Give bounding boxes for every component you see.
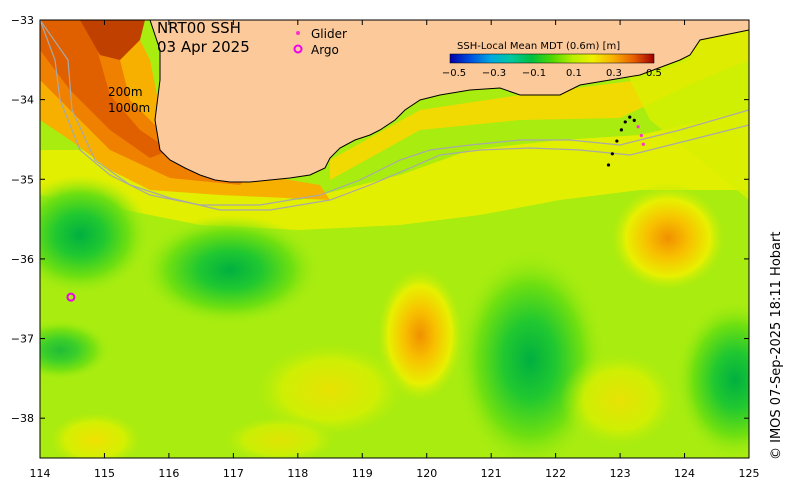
depth-label-200m: 200m: [108, 85, 143, 99]
x-tick-label: 116: [158, 467, 179, 480]
glider-point: [636, 125, 640, 129]
x-tick-label: 120: [416, 467, 437, 480]
glider-point: [610, 152, 614, 156]
colorbar-tick-label: −0.5: [442, 68, 466, 79]
x-axis: 114 115 116 117 118 119 120 121 122 123 124 125: [30, 20, 760, 480]
colorbar: [449, 53, 655, 64]
glider-point: [632, 118, 636, 122]
depth-label-1000m: 1000m: [108, 101, 150, 115]
y-tick-label: −36: [11, 253, 34, 266]
glider-track: [606, 115, 645, 167]
argo-float: [66, 292, 76, 302]
isobath-200m: [40, 20, 749, 206]
y-tick-label: −38: [11, 412, 34, 425]
date-title: 03 Apr 2025: [157, 38, 250, 56]
argo-legend-icon: [293, 44, 303, 54]
y-tick-label: −33: [11, 14, 34, 27]
glider-point: [639, 133, 643, 138]
colorbar-tick-label: 0.3: [606, 68, 622, 79]
credit-text: © IMOS 07-Sep-2025 18:11 Hobart: [769, 232, 784, 460]
x-tick-label: 119: [352, 467, 373, 480]
x-tick-label: 117: [223, 467, 244, 480]
glider-legend-icon: [296, 31, 300, 35]
colorbar-title: SSH-Local Mean MDT (0.6m) [m]: [457, 41, 620, 52]
y-tick-label: −37: [11, 333, 34, 346]
y-tick-label: −34: [11, 94, 34, 107]
x-tick-label: 118: [287, 467, 308, 480]
x-tick-label: 114: [30, 467, 51, 480]
x-tick-label: 121: [481, 467, 502, 480]
x-tick-label: 123: [610, 467, 631, 480]
argo-floats: [66, 292, 76, 302]
colorbar-tick-label: 0.1: [566, 68, 582, 79]
colorbar-tick-label: 0.5: [646, 68, 662, 79]
plot-frame: [39, 19, 750, 459]
argo-legend-label: Argo: [311, 43, 339, 57]
glider-point: [628, 115, 632, 119]
x-tick-label: 115: [94, 467, 115, 480]
product-title: NRT00 SSH: [157, 19, 241, 37]
x-tick-label: 125: [739, 467, 760, 480]
colorbar-tick-label: −0.3: [482, 68, 506, 79]
y-tick-label: −35: [11, 173, 34, 186]
isobath-1000m: [40, 20, 749, 211]
x-tick-label: 124: [674, 467, 695, 480]
colorbar-tick-label: −0.1: [522, 68, 546, 79]
glider-point: [623, 120, 627, 124]
glider-point: [615, 139, 619, 143]
glider-point: [606, 163, 611, 167]
glider-point: [641, 142, 645, 146]
glider-legend-label: Glider: [311, 27, 347, 41]
colorbar-ticks: −0.5 −0.3 −0.1 0.1 0.3 0.5: [442, 68, 662, 79]
ssh-field: [40, 20, 749, 458]
y-axis: −33 −34 −35 −36 −37 −38: [11, 14, 749, 425]
glider-point: [619, 128, 623, 132]
x-tick-label: 122: [545, 467, 566, 480]
